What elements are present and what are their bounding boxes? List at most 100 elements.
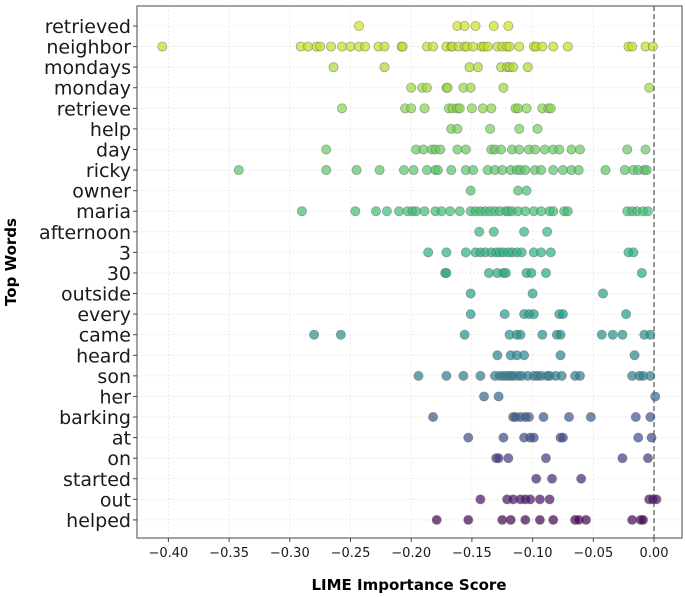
data-point — [296, 206, 307, 217]
data-point — [627, 41, 638, 52]
y-axis-title: Top Words — [2, 218, 20, 306]
data-point — [520, 165, 531, 176]
data-point — [585, 412, 596, 423]
data-point — [540, 453, 551, 464]
data-point — [459, 329, 470, 340]
data-point — [492, 350, 503, 361]
data-point — [528, 432, 539, 443]
data-point — [538, 412, 549, 423]
data-point — [504, 41, 515, 52]
x-tick-label: −0.30 — [270, 546, 310, 561]
data-point — [441, 247, 452, 258]
data-point — [374, 165, 385, 176]
y-tick-label: afternoon — [39, 222, 131, 244]
data-point — [562, 206, 573, 217]
data-point — [435, 144, 446, 155]
data-point — [514, 144, 525, 155]
data-point — [562, 41, 573, 52]
data-point — [468, 165, 479, 176]
data-point — [528, 309, 539, 320]
data-point — [645, 370, 656, 381]
data-point — [542, 226, 553, 237]
data-point — [421, 82, 432, 93]
y-tick-label: helped — [66, 510, 131, 532]
data-point — [596, 329, 607, 340]
data-point — [459, 20, 470, 31]
x-tick-label: −0.20 — [391, 546, 431, 561]
data-point — [555, 350, 566, 361]
data-point — [647, 41, 658, 52]
data-point — [503, 453, 514, 464]
data-point — [545, 103, 556, 114]
data-point — [479, 391, 490, 402]
data-point — [499, 309, 510, 320]
y-tick-label: at — [112, 428, 131, 450]
data-point — [465, 185, 476, 196]
data-point — [651, 494, 662, 505]
y-tick-label: 30 — [107, 263, 131, 285]
data-point — [638, 514, 649, 525]
data-point — [233, 165, 244, 176]
data-point — [548, 206, 559, 217]
y-tick-label: neighbor — [46, 37, 131, 59]
data-point — [531, 473, 542, 484]
data-point — [532, 123, 543, 134]
data-point — [406, 103, 417, 114]
data-point — [353, 20, 364, 31]
data-point — [157, 41, 168, 52]
data-point — [536, 165, 547, 176]
data-point — [525, 494, 536, 505]
data-point — [548, 165, 559, 176]
data-point — [642, 206, 653, 217]
data-point — [548, 41, 559, 52]
y-axis-ticks: retrievedneighbormondaysmondayretrievehe… — [39, 16, 137, 532]
data-point — [436, 206, 447, 217]
y-tick-label: every — [77, 304, 131, 326]
data-point — [521, 103, 532, 114]
y-tick-label: started — [63, 469, 131, 491]
y-tick-label: heard — [76, 345, 131, 367]
data-point — [326, 41, 337, 52]
data-point — [574, 144, 585, 155]
data-point — [619, 165, 630, 176]
data-point — [486, 103, 497, 114]
data-point — [621, 309, 632, 320]
data-point — [598, 288, 609, 299]
y-tick-label: retrieved — [45, 16, 131, 38]
y-tick-label: day — [96, 139, 131, 161]
data-point — [617, 329, 628, 340]
data-point — [519, 350, 530, 361]
data-point — [622, 144, 633, 155]
data-point — [428, 41, 439, 52]
data-point — [488, 226, 499, 237]
data-point — [465, 288, 476, 299]
data-point — [520, 514, 531, 525]
x-axis-ticks: −0.40 −0.35 −0.30 −0.25 −0.20 −0.15 −0.10 −0.05… — [148, 538, 668, 561]
data-point — [442, 82, 453, 93]
data-point — [642, 453, 653, 464]
data-point — [574, 370, 585, 381]
data-point — [454, 103, 465, 114]
data-point — [500, 267, 511, 278]
data-point — [483, 267, 494, 278]
data-point — [468, 41, 479, 52]
data-point — [633, 432, 644, 443]
data-point — [526, 267, 537, 278]
data-point — [379, 41, 390, 52]
data-point — [498, 82, 509, 93]
data-point — [493, 453, 504, 464]
y-tick-label: came — [79, 325, 131, 347]
data-point — [315, 41, 326, 52]
data-point — [345, 41, 356, 52]
data-point — [482, 41, 493, 52]
data-point — [466, 103, 477, 114]
data-point — [460, 144, 471, 155]
data-point — [547, 473, 558, 484]
data-point — [413, 370, 424, 381]
data-point — [554, 144, 565, 155]
data-point — [521, 185, 532, 196]
data-point — [646, 432, 657, 443]
y-tick-label: mondays — [44, 57, 131, 79]
y-tick-label: monday — [54, 78, 131, 100]
data-point — [519, 226, 530, 237]
